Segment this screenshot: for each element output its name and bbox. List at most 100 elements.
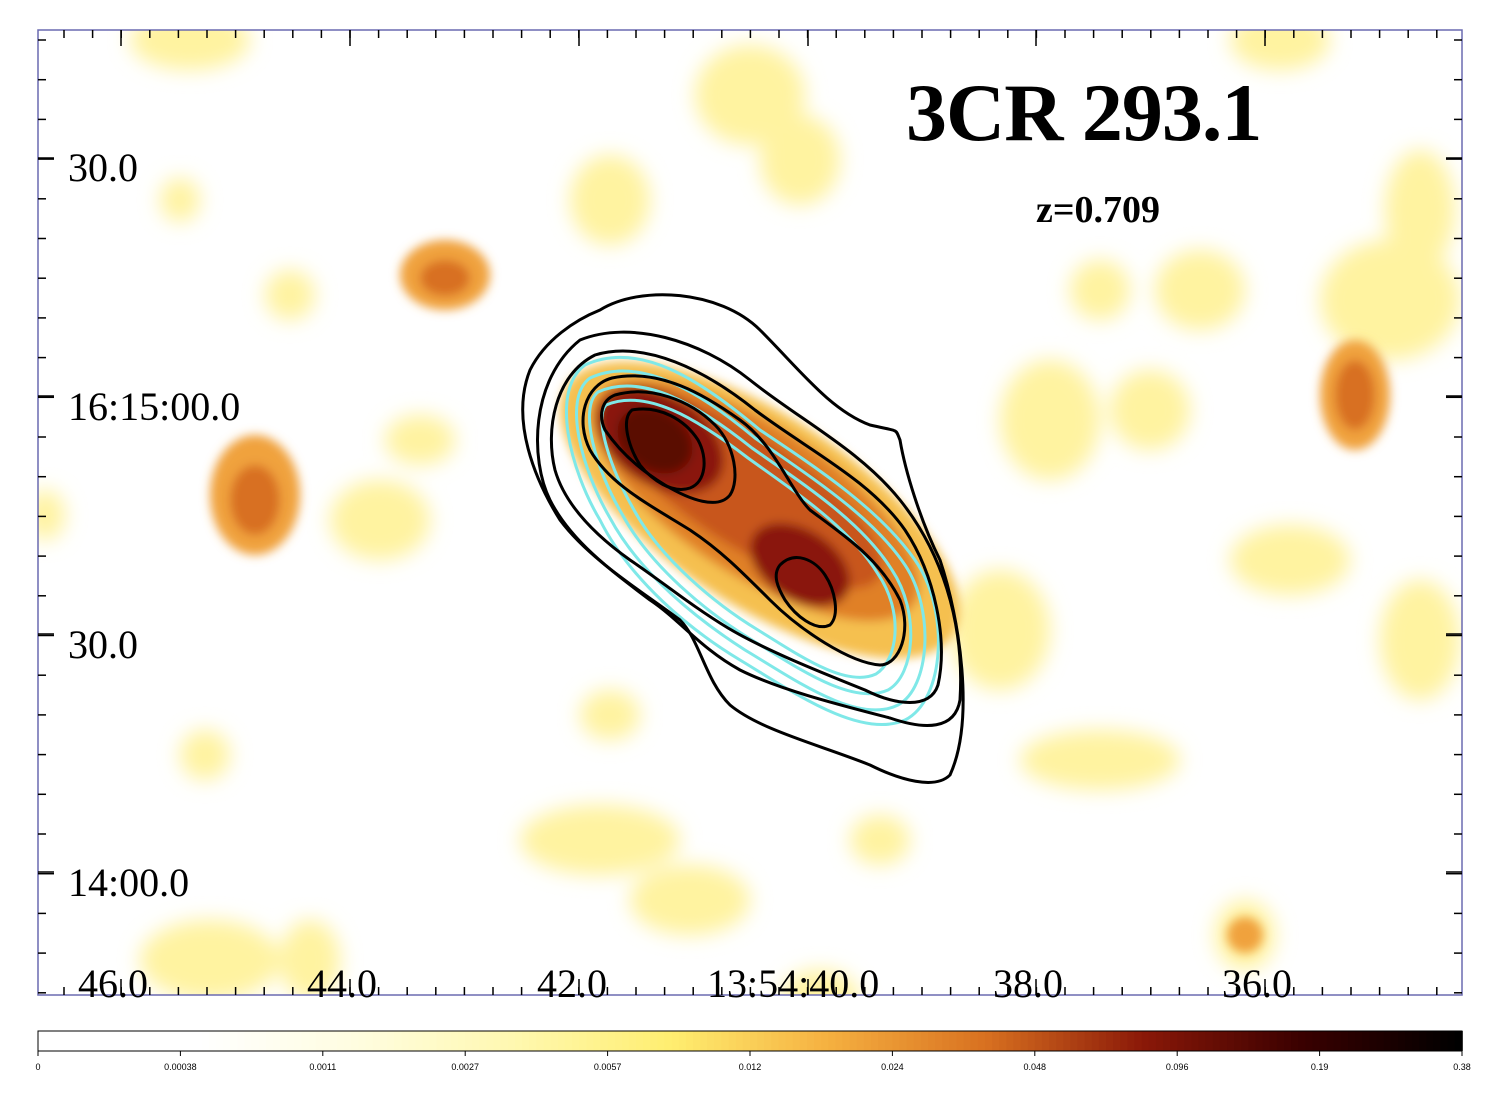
colorbar-cell — [1433, 1031, 1442, 1051]
colorbar-cell — [885, 1031, 894, 1051]
colorbar-cell — [258, 1031, 267, 1051]
colorbar-cell — [1440, 1031, 1449, 1051]
colorbar-cell — [1098, 1031, 1107, 1051]
colorbar-cell — [358, 1031, 367, 1051]
colorbar-cell — [315, 1031, 324, 1051]
colorbar-cell — [237, 1031, 246, 1051]
colorbar-cell — [1227, 1031, 1235, 1051]
colorbar-cell — [265, 1031, 274, 1051]
colorbar-cell — [1419, 1031, 1428, 1051]
colorbar-cell — [159, 1031, 167, 1051]
colorbar-cell — [1298, 1031, 1307, 1051]
colorbar-tick-label: 0.38 — [1453, 1062, 1471, 1072]
colorbar-cell — [408, 1031, 417, 1051]
colorbar-cell — [1141, 1031, 1150, 1051]
colorbar-cell — [899, 1031, 908, 1051]
colorbar-cell — [650, 1031, 659, 1051]
colorbar-cell — [586, 1031, 595, 1051]
colorbar-cell — [1084, 1031, 1093, 1051]
colorbar-cell — [1348, 1031, 1356, 1051]
colorbar-cell — [771, 1031, 780, 1051]
source-title: 3CR 293.1 — [906, 67, 1262, 158]
colorbar-cell — [856, 1031, 865, 1051]
colorbar-cell — [515, 1031, 523, 1051]
contour-4 — [581, 374, 907, 667]
colorbar-cell — [657, 1031, 666, 1051]
colorbar-cell — [920, 1031, 929, 1051]
colorbar-cell — [1162, 1031, 1171, 1051]
colorbar-cell — [322, 1031, 331, 1051]
heatmap-layer — [38, 30, 1460, 995]
colorbar-cell — [1326, 1031, 1335, 1051]
colorbar-cell — [1205, 1031, 1214, 1051]
colorbar-cell — [1369, 1031, 1378, 1051]
colorbar-cell — [579, 1031, 588, 1051]
colorbar-cell — [1355, 1031, 1364, 1051]
colorbar-cell — [173, 1031, 182, 1051]
colorbar-cell — [664, 1031, 673, 1051]
colorbar-cell — [557, 1031, 566, 1051]
colorbar-cell — [693, 1031, 701, 1051]
colorbar-cell — [401, 1031, 410, 1051]
colorbar-cell — [1291, 1031, 1300, 1051]
colorbar-cell — [935, 1031, 944, 1051]
colorbar-cell — [1234, 1031, 1243, 1051]
colorbar-cell — [1276, 1031, 1285, 1051]
contour-6 — [625, 407, 706, 491]
colorbar-cell — [137, 1031, 146, 1051]
colorbar-cell — [572, 1031, 580, 1051]
contour-7 — [774, 556, 837, 629]
colorbar-cell — [230, 1031, 239, 1051]
colorbar-cell — [130, 1031, 139, 1051]
x-label-36: 36.0 — [1222, 961, 1292, 1006]
colorbar-cell — [486, 1031, 495, 1051]
colorbar-cell — [272, 1031, 281, 1051]
colorbar-tick-label: 0.0057 — [593, 1062, 622, 1072]
contour-outer — [521, 293, 965, 784]
colorbar-cell — [1405, 1031, 1413, 1051]
colorbar-cell — [493, 1031, 502, 1051]
colorbar-cell — [621, 1031, 630, 1051]
colorbar-cell — [906, 1031, 915, 1051]
colorbar-cell — [928, 1031, 936, 1051]
colorbar-cell — [123, 1031, 132, 1051]
colorbar-tick-label: 0.048 — [1023, 1062, 1047, 1072]
y-label-30-top: 30.0 — [68, 145, 138, 190]
colorbar-cell — [1006, 1031, 1015, 1051]
colorbar-cell — [73, 1031, 82, 1051]
colorbar-cell — [1426, 1031, 1435, 1051]
contour-5 — [600, 390, 737, 504]
colorbar-cell — [1063, 1031, 1072, 1051]
colorbar-cell — [828, 1031, 837, 1051]
colorbar-cell — [479, 1031, 488, 1051]
colorbar-cell — [970, 1031, 979, 1051]
colorbar-cell — [750, 1031, 758, 1051]
colorbar-cell — [251, 1031, 260, 1051]
colorbar-cell — [1412, 1031, 1421, 1051]
colorbar-cell — [1077, 1031, 1086, 1051]
colorbar-cell — [436, 1031, 445, 1051]
colorbar-cell — [458, 1031, 466, 1051]
colorbar-cell — [1248, 1031, 1257, 1051]
colorbar-cell — [1091, 1031, 1100, 1051]
colorbar-cell — [1454, 1031, 1463, 1051]
y-label-14-00: 14:00.0 — [68, 860, 190, 905]
black-contours — [521, 293, 965, 784]
colorbar-cell — [216, 1031, 224, 1051]
colorbar-cell — [1340, 1031, 1349, 1051]
colorbar-cell — [1034, 1031, 1043, 1051]
colorbar-cell — [785, 1031, 794, 1051]
colorbar-cell — [194, 1031, 203, 1051]
colorbar-tick-label: 0 — [35, 1062, 41, 1072]
redshift-label: z=0.709 — [1036, 189, 1161, 231]
colorbar-cell — [344, 1031, 353, 1051]
colorbar-cell — [1269, 1031, 1278, 1051]
colorbar — [37, 1030, 1463, 1056]
colorbar-cell — [507, 1031, 516, 1051]
colorbar-cell — [379, 1031, 388, 1051]
colorbar-cell — [977, 1031, 986, 1051]
contour-3 — [549, 349, 943, 704]
colorbar-cell — [792, 1031, 801, 1051]
colorbar-cell — [842, 1031, 851, 1051]
colorbar-cell — [1134, 1031, 1143, 1051]
